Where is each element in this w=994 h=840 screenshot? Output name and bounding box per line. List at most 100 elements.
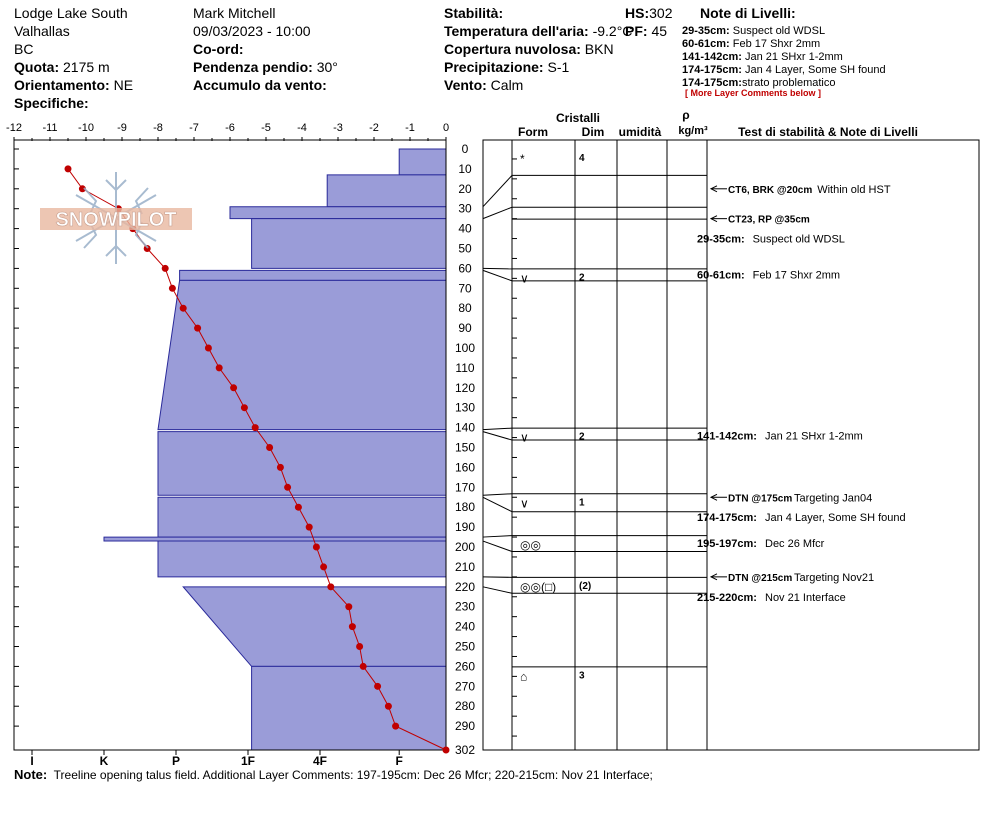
temperature-point [356,643,364,651]
test-result: CT6, BRK @20cm [728,185,812,196]
profile-axes: -12 -11 -10 -9 -8 -7 -6 -5 -4 -3 -2 -1 0010203040506… [6,122,475,768]
hardness-tick-label: P [172,754,180,768]
layer-comment-label: 60-61cm: [697,269,745,281]
test-note: Within old HST [817,184,891,196]
hs-label: HS: [625,5,650,21]
grain-size: 2 [579,432,585,443]
depth-tick-label: 150 [455,441,475,455]
depth-tick-label: 30 [458,202,472,216]
depth-tick-label: 140 [455,421,475,435]
specifics-row: Specifiche: [14,94,133,112]
layer-comment-text: Jan 4 Layer, Some SH found [765,512,906,524]
hardness-profile [103,148,447,751]
depth-tick-label: 10 [458,162,472,176]
temp-tick-label: -1 [405,122,415,134]
layer-note-text: Jan 4 Layer, Some SH found [745,64,886,76]
layer-note-2: 60-61cm: Feb 17 Shxr 2mm [682,38,820,50]
mountain-range: Valhallas [14,23,70,39]
layer-comment-label: 215-220cm: [697,592,757,604]
hardness-bar [103,536,447,542]
aspect-label: Orientamento: [14,77,110,93]
temperature-point [284,483,292,491]
depth-tick-label: 290 [455,719,475,733]
hardness-bar [251,665,447,751]
temperature-point [359,662,367,670]
temp-tick-label: -9 [117,122,127,134]
depth-tick-label: 50 [458,242,472,256]
temperature-point [215,364,223,372]
temperature-point [384,702,392,710]
moisture-header: umidità [619,125,662,139]
snowpilot-watermark: SNOWPILOT [40,172,192,264]
layer-connector [482,576,513,578]
depth-tick-label: 270 [455,679,475,693]
wind-label: Vento: [444,77,487,93]
layer-comment-label: 29-35cm: [697,234,745,246]
layer-note-5: 174-175cm:strato problematico [682,77,835,89]
depth-tick-label: 130 [455,401,475,415]
grain-form-symbol: ◎◎(□) [520,580,556,594]
layer-note-3: 141-142cm: Jan 21 SHxr 1-2mm [682,51,843,63]
wind-load-label: Accumulo da vento: [193,77,327,93]
temp-tick-label: -2 [369,122,379,134]
hardness-bar [157,431,447,496]
layer-notes-title: Note di Livelli: [700,4,796,22]
footer-note: Note: Treeline opening talus field. Addi… [14,767,653,782]
table-frame [482,139,980,751]
hardness-tick-label: I [30,754,33,768]
air-temp-label: Temperatura dell'aria: [444,23,589,39]
coord-label: Co-ord: [193,41,244,57]
temp-tick-label: -5 [261,122,271,134]
depth-tick-label: 230 [455,600,475,614]
test-note: Targeting Nov21 [794,572,874,584]
depth-tick-label: 190 [455,520,475,534]
crystals-header: Cristalli [556,111,600,125]
temp-tick-label: 0 [443,122,449,134]
wind-value: Calm [490,77,524,93]
layer-connector [482,493,513,496]
hardness-bar [157,540,447,578]
temperature-point [230,384,238,392]
coord-row: Co-ord: [193,40,338,58]
layer-notes-title-text: Note di Livelli: [700,5,796,21]
air-temp-row: Temperatura dell'aria: -9.2°C [444,22,632,40]
depth-tick-label: 240 [455,620,475,634]
temperature-point [168,284,176,292]
temperature-point [374,682,382,690]
temperature-point [78,185,86,193]
depth-tick-label: 70 [458,281,472,295]
layer-comment-text: Jan 21 SHxr 1-2mm [765,431,863,443]
layer-note-text: Feb 17 Shxr 2mm [732,38,821,50]
test-arrow-icon [709,493,718,501]
layer-note-1: 29-35cm: Suspect old WDSL [682,25,825,37]
hardness-tick-label: F [396,754,403,768]
test-arrow-icon [709,573,718,581]
hardness-bar [157,279,447,431]
layer-connector [482,175,513,208]
grain-form-symbol: ∨ [520,431,529,445]
tests-notes-header: Test di stabilità & Note di Livelli [738,125,918,139]
depth-tick-label: 60 [458,261,472,275]
temperature-point [251,424,259,432]
depth-tick-label: 260 [455,659,475,673]
header-location: Lodge Lake South Valhallas BC Quota: 217… [14,4,133,112]
layer-comment-label: 174-175cm: [697,512,757,524]
watermark-banner [40,208,192,230]
layer-comment-label: 195-197cm: [697,538,757,550]
grain-size: 2 [579,272,585,283]
layer-note-text: Suspect old WDSL [732,25,826,37]
grain-form-symbol: * [520,152,525,166]
grain-size: 4 [579,153,585,164]
hs-row: HS:302 [625,4,672,22]
hardness-bar [326,174,447,208]
layer-note-depth: 174-175cm: [682,64,742,76]
layer-connector [482,431,513,441]
elevation-row: Quota: 2175 m [14,58,133,76]
layer-note-text: strato problematico [741,77,836,89]
test-result: DTN @175cm [728,493,792,504]
observation-datetime: 09/03/2023 - 10:00 [193,23,311,39]
hardness-bar [179,269,447,281]
depth-tick-label: 220 [455,580,475,594]
layer-connector [482,206,513,220]
